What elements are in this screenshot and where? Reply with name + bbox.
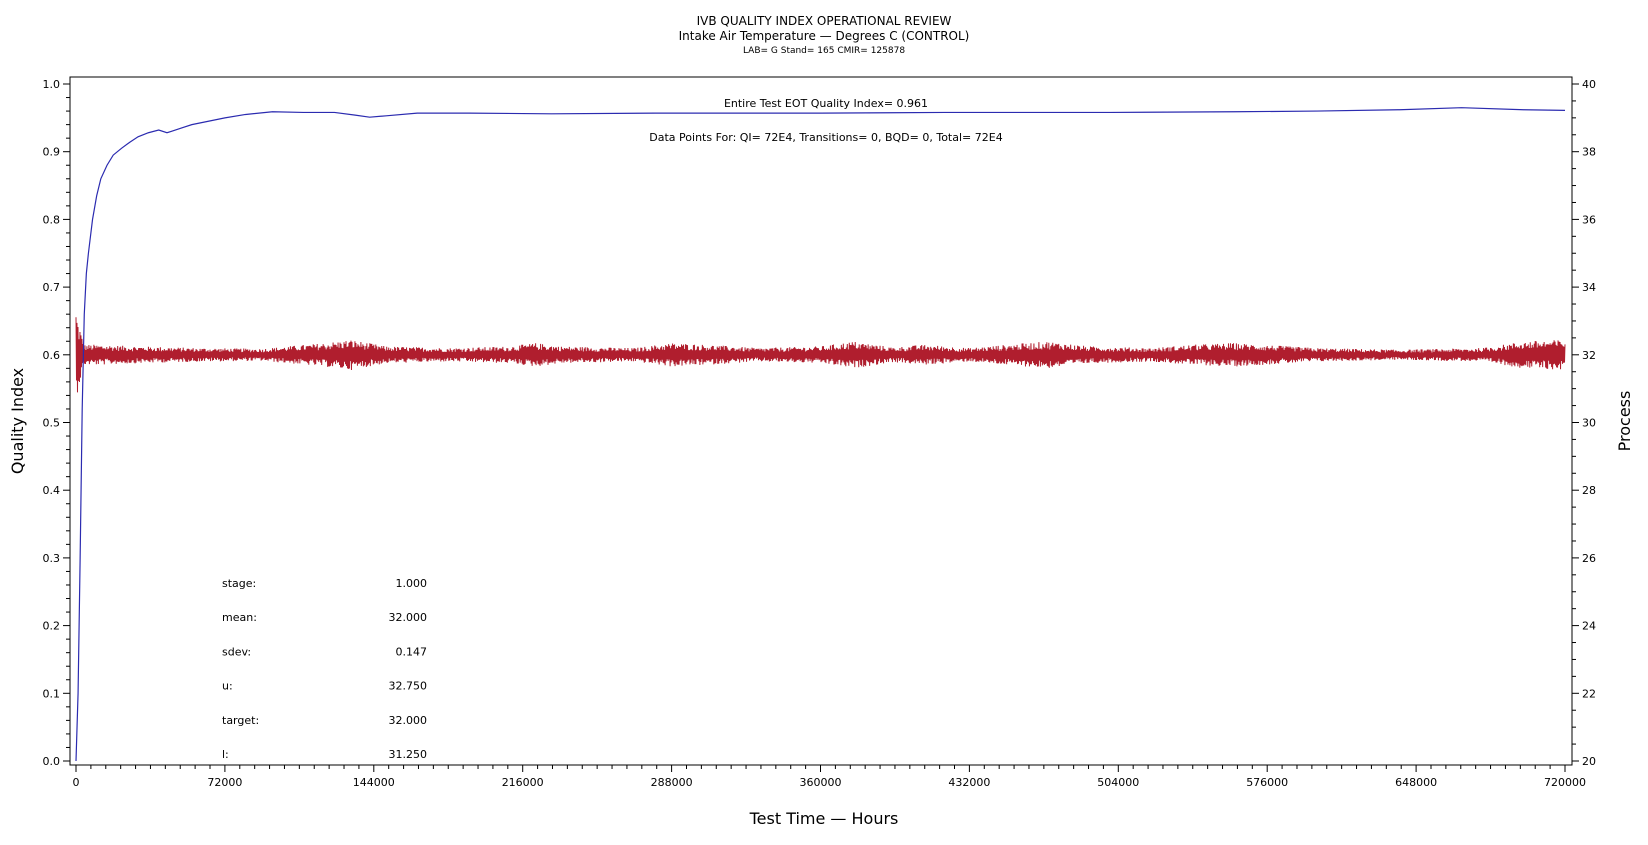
plot-frame <box>69 76 1573 766</box>
x-axis-title: Test Time — Hours <box>749 809 899 828</box>
chart-subtitle-lab: LAB= G Stand= 165 CMIR= 125878 <box>743 46 905 56</box>
series-layer <box>75 107 1566 762</box>
stat-label: target: <box>222 714 259 727</box>
stat-value: 31.250 <box>389 748 428 761</box>
y-left-tick-label: 0.2 <box>43 620 61 633</box>
x-tick-label: 360000 <box>800 776 842 789</box>
x-tick-label: 0 <box>73 776 80 789</box>
y-right-tick-label: 30 <box>1582 417 1596 430</box>
y-right-tick-label: 34 <box>1582 281 1596 294</box>
y-right-tick-label: 40 <box>1582 78 1596 91</box>
stat-label: sdev: <box>222 645 251 658</box>
y-left-tick-label: 0.5 <box>43 417 61 430</box>
chart-subtitle: Intake Air Temperature — Degrees C (CONT… <box>679 29 970 43</box>
x-tick-label: 720000 <box>1544 776 1586 789</box>
y-axis-right-title: Process <box>1615 391 1634 452</box>
x-tick-label: 576000 <box>1246 776 1288 789</box>
x-tick-label: 504000 <box>1097 776 1139 789</box>
y-right-tick-label: 38 <box>1582 146 1596 159</box>
process-series-line <box>75 317 1566 393</box>
y-left-tick-label: 0.8 <box>43 213 61 226</box>
stats-block: stage: 1.000 mean: 32.000 sdev: 0.147 u: 32.750… <box>222 577 427 761</box>
x-tick-label: 216000 <box>502 776 544 789</box>
x-tick-label: 72000 <box>207 776 242 789</box>
y-right-tick-label: 24 <box>1582 620 1596 633</box>
y-axis-left-title: Quality Index <box>8 368 27 474</box>
stat-value: 1.000 <box>396 577 428 590</box>
y-left-tick-label: 0.7 <box>43 281 61 294</box>
y-left-tick-label: 0.0 <box>43 755 61 768</box>
stat-label: l: <box>222 748 229 761</box>
y-right-tick-label: 20 <box>1582 755 1596 768</box>
y-left-tick-label: 0.4 <box>43 484 61 497</box>
stat-value: 32.000 <box>389 611 428 624</box>
chart-title: IVB QUALITY INDEX OPERATIONAL REVIEW <box>697 14 952 28</box>
y-right-tick-label: 28 <box>1582 484 1596 497</box>
x-tick-label: 288000 <box>651 776 693 789</box>
y-left-tick-label: 1.0 <box>43 78 61 91</box>
stat-label: u: <box>222 680 233 693</box>
stat-label: mean: <box>222 611 257 624</box>
x-tick-label: 144000 <box>353 776 395 789</box>
quality-index-series-line <box>75 107 1566 762</box>
stat-value: 32.750 <box>389 680 428 693</box>
y-right-tick-label: 22 <box>1582 687 1596 700</box>
annotation-data-points: Data Points For: QI= 72E4, Transitions= … <box>649 131 1002 144</box>
annotation-quality-index: Entire Test EOT Quality Index= 0.961 <box>724 97 928 110</box>
y-right-tick-label: 36 <box>1582 213 1596 226</box>
y-left-tick-label: 0.1 <box>43 687 61 700</box>
stat-value: 32.000 <box>389 714 428 727</box>
stat-label: stage: <box>222 577 256 590</box>
y-right-tick-label: 32 <box>1582 349 1596 362</box>
y-right-tick-label: 26 <box>1582 552 1596 565</box>
stat-value: 0.147 <box>396 645 428 658</box>
y-left-tick-label: 0.9 <box>43 146 61 159</box>
axis-ticks: 0 72000 144000 216000 288000 360000 432000 5040… <box>43 78 1597 789</box>
x-tick-label: 432000 <box>948 776 990 789</box>
y-left-tick-label: 0.6 <box>43 349 61 362</box>
x-tick-label: 648000 <box>1395 776 1437 789</box>
y-left-tick-label: 0.3 <box>43 552 61 565</box>
